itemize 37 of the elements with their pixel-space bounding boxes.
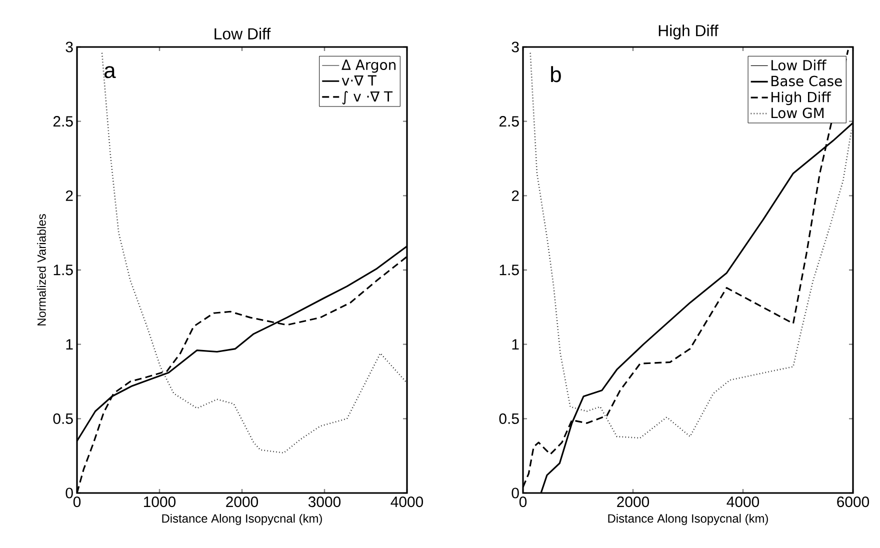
chart-title: Low Diff — [214, 28, 271, 40]
y-tick-label: 3 — [512, 42, 519, 52]
legend-label: Low Diff — [772, 60, 827, 70]
x-tick-label: 3000 — [308, 496, 341, 508]
y-tick-label: 2.5 — [499, 116, 519, 127]
y-tick-label: 2.5 — [53, 116, 73, 127]
y-tick-label: 0.5 — [499, 413, 519, 424]
x-tick-label: 2000 — [226, 496, 258, 508]
annotation: a — [104, 66, 116, 78]
x-tick-label: 6000 — [837, 496, 870, 508]
x-axis-title: Distance Along Isopycnal (km) — [608, 514, 768, 526]
x-tick-label: 4000 — [726, 496, 760, 508]
legend-label: High Diff — [772, 92, 832, 106]
x-tick-label: 1000 — [144, 496, 176, 508]
legend-label: Δ Argon — [342, 60, 396, 73]
legend-label: ∫ v ·∇ T — [342, 90, 393, 104]
x-axis-title: Distance Along Isopycnal (km) — [162, 514, 322, 526]
annotation: b — [551, 66, 561, 82]
y-tick-label: 0 — [512, 488, 519, 498]
y-tick-label: 2 — [512, 190, 519, 201]
x-tick-label: 0 — [519, 496, 527, 508]
y-tick-label: 3 — [66, 42, 73, 52]
legend-label: Low GM — [772, 108, 824, 118]
y-tick-label: 0.5 — [53, 413, 73, 424]
legend-label: v·∇ T — [342, 75, 376, 86]
x-tick-label: 4000 — [390, 496, 424, 508]
y-tick-label: 2 — [66, 190, 73, 201]
y-tick-label: 1.5 — [54, 264, 73, 276]
chart-title: High Diff — [658, 24, 718, 40]
y-axis-title: Normalized Variables — [37, 214, 46, 326]
x-tick-label: 0 — [73, 496, 81, 508]
x-tick-label: 2000 — [617, 496, 650, 508]
y-tick-label: 0 — [66, 488, 73, 498]
y-tick-label: 1 — [66, 339, 73, 350]
y-tick-label: 1.5 — [500, 264, 519, 276]
legend-label: Base Case — [772, 76, 842, 86]
y-tick-label: 1 — [512, 339, 519, 350]
